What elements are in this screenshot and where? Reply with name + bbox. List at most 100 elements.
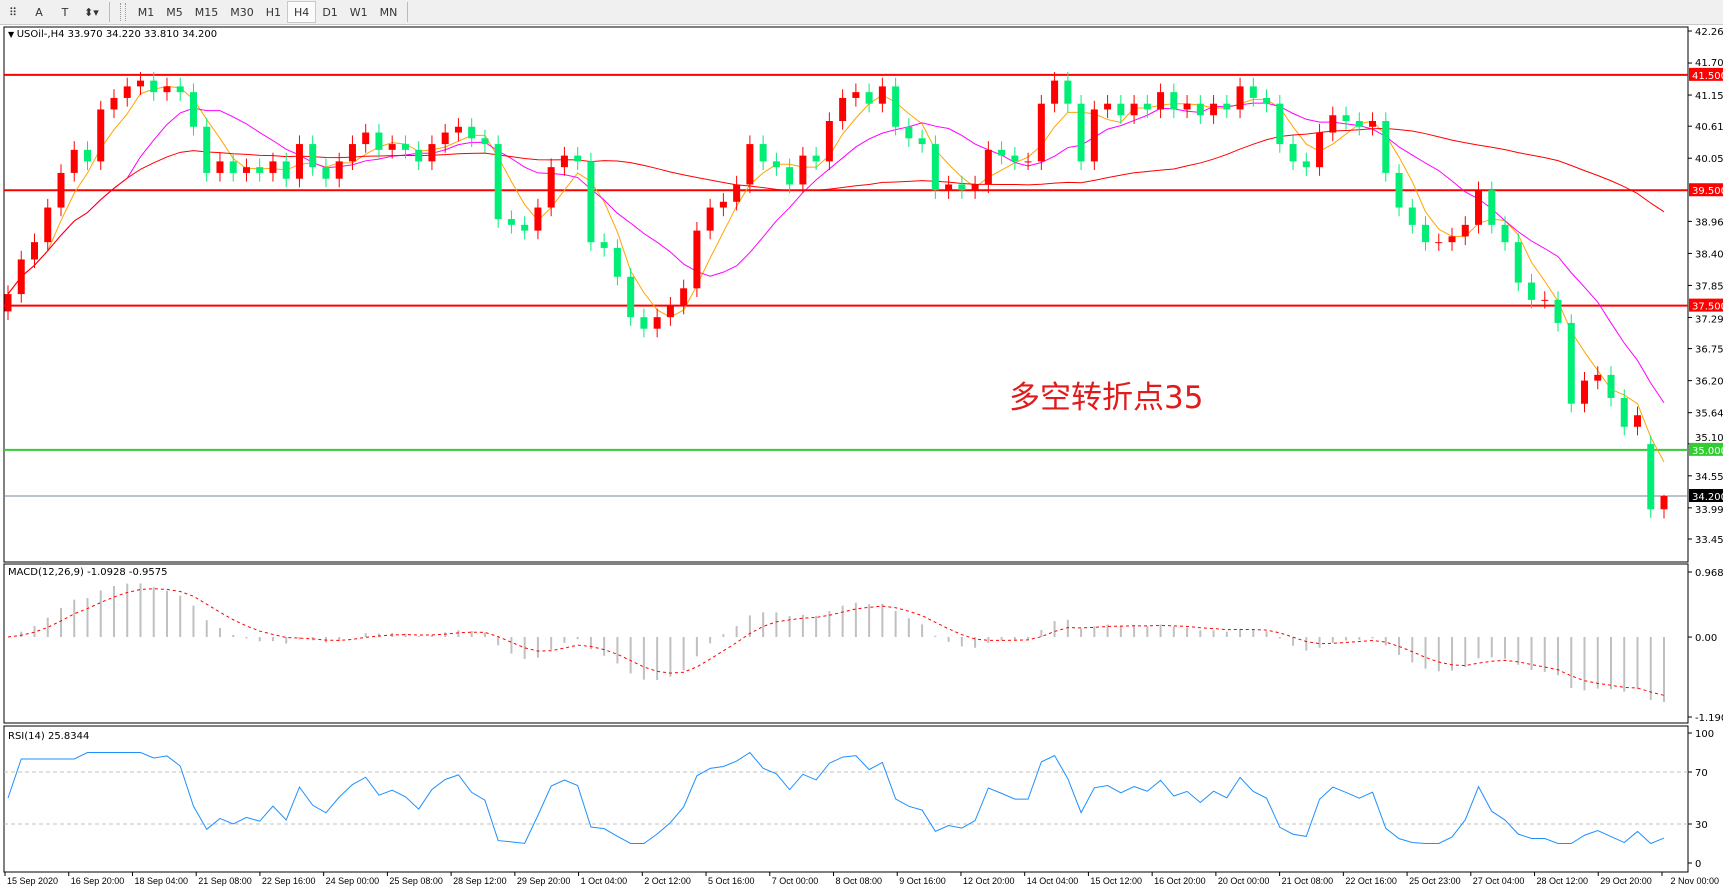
timeframe-h4-button[interactable]: H4 [287,1,317,23]
candle-body [1157,92,1165,110]
candle-body [1302,161,1310,168]
candle [1329,106,1337,142]
timeframe-d1-button[interactable]: D1 [322,5,338,19]
text-tool-icon[interactable]: A [35,5,43,19]
x-tick-label: 12 Oct 20:00 [963,876,1015,886]
candle [1475,181,1483,234]
candle [733,175,741,211]
candle-body [587,161,595,243]
level-price-tag [1689,67,1723,81]
candle [1183,95,1191,119]
candle [1369,112,1377,136]
x-tick-label: 21 Sep 08:00 [198,876,252,886]
candle-body [613,247,621,277]
candle [812,146,820,171]
candle-body [1170,92,1178,110]
candle-body [309,144,317,168]
candle [931,135,939,199]
level-price-label: 39.500 [1692,186,1723,197]
candle-body [83,149,91,162]
candle [547,158,555,217]
x-tick-label: 25 Sep 08:00 [389,876,443,886]
candle-body [786,167,794,185]
candle [1316,123,1324,176]
candle-body [799,155,807,185]
candle [401,135,409,159]
candle-body [706,207,714,231]
candle [1064,71,1072,113]
candle [1395,164,1403,217]
candle [613,239,621,286]
candle [1660,494,1668,519]
candle-body [1528,282,1536,300]
toolbar-separator [407,2,409,22]
candle-body [1541,299,1549,301]
candle-body [17,259,25,295]
candle [1302,152,1310,176]
candle [587,152,595,251]
timeframe-m15-button[interactable]: M15 [194,5,219,19]
candle-body [454,126,462,133]
candle [203,118,211,182]
y-tick-label: 37.850 [1695,281,1723,292]
timeframe-m30-button[interactable]: M30 [230,5,254,19]
candle [746,135,754,194]
candle [1514,233,1522,292]
candle-body [1382,121,1390,173]
level-price-tag [1689,442,1723,456]
timeframe-mn-button[interactable]: MN [379,5,398,19]
candle [44,198,52,251]
timeframe-m1-button[interactable]: M1 [137,5,155,19]
candle [786,158,794,194]
candle [1090,100,1098,171]
candle [1024,152,1032,171]
candle-body [1236,86,1244,110]
candle [441,123,449,153]
candle [521,216,529,240]
candle [852,83,860,107]
rsi-y-label: 30 [1695,820,1708,831]
candle-body [905,126,913,139]
text-label-tool-icon[interactable]: T [61,5,69,19]
collapse-triangle-icon[interactable]: ▼ [8,30,17,39]
y-tick-label: 40.610 [1695,122,1723,133]
candle-body [1051,80,1059,104]
candle-body [865,92,873,104]
y-tick-label: 40.055 [1695,154,1723,165]
y-tick-label: 33.455 [1695,535,1723,546]
candle [1355,112,1363,136]
timeframe-h1-button[interactable]: H1 [265,5,282,19]
candle [1104,95,1112,119]
candle [825,112,833,171]
candle [83,141,91,171]
candle [322,158,330,188]
candle [1263,89,1271,113]
candle [1157,83,1165,119]
candle [4,285,12,321]
candle [1276,95,1284,153]
timeframe-w1-button[interactable]: W1 [349,5,368,19]
candle-body [242,167,250,173]
candle [1130,95,1138,124]
candle [1210,95,1218,124]
candle-body [772,161,780,168]
timeframe-m5-button[interactable]: M5 [166,5,183,19]
arrows-tool-icon[interactable]: ⬍▾ [84,5,99,19]
toolbar-grip[interactable] [119,3,126,21]
candle-body [468,126,476,139]
chart-header-text: USOil-,H4 33.970 34.220 33.810 34.200 [16,29,218,40]
candle-body [1594,374,1602,381]
candle [1011,146,1019,171]
price-pane-frame [3,26,1689,563]
candle-body [189,92,197,127]
candle-body [335,161,343,179]
candle-body [1660,496,1668,510]
candle [136,71,144,96]
candle-body [984,149,992,185]
period-separator-tool-icon[interactable]: ⠿ [8,5,18,19]
candle-body [1064,80,1072,104]
x-tick-label: 20 Oct 00:00 [1218,876,1270,886]
candle-body [574,155,582,162]
candle [1541,291,1549,309]
